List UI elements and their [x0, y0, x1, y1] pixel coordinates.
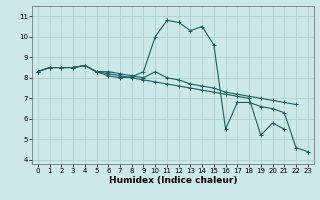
X-axis label: Humidex (Indice chaleur): Humidex (Indice chaleur)	[108, 176, 237, 185]
